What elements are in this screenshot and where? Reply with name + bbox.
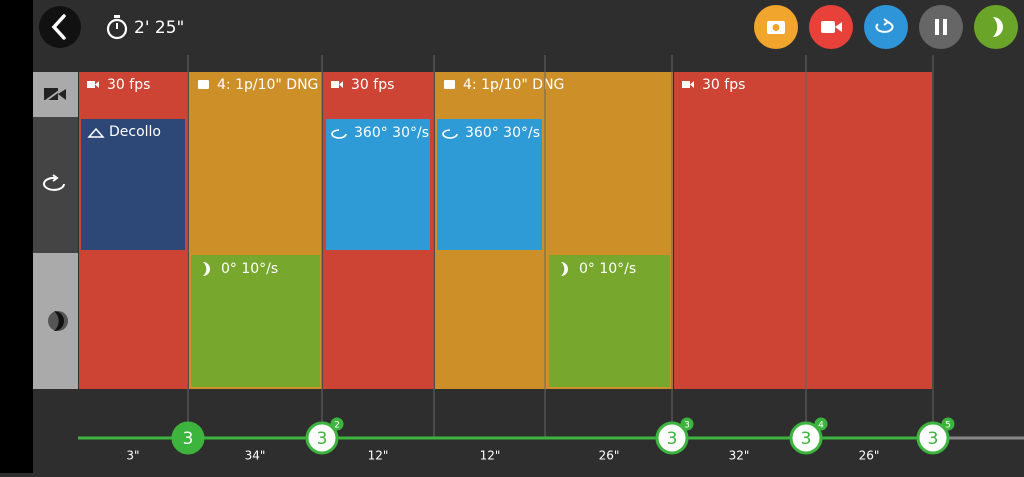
track-block: [674, 72, 932, 389]
node-badge: [814, 417, 828, 431]
node-badge: [941, 417, 955, 431]
duration-label: 12": [368, 449, 389, 463]
pan-box: [437, 119, 542, 250]
takeoff-box: [81, 119, 185, 250]
pan-label: 360° 30°/s: [465, 125, 540, 141]
video-icon: [331, 81, 339, 88]
timer-text: 2' 25": [134, 18, 184, 38]
node-circle: [789, 421, 823, 455]
node-badge-label: 4: [818, 421, 824, 431]
node-label: 3: [667, 429, 678, 449]
node-badge-label: 3: [684, 421, 690, 431]
video-icon: [95, 81, 99, 88]
keyframe-node[interactable]: 34: [789, 417, 828, 455]
node-badge-label: 2: [334, 421, 340, 431]
video-button[interactable]: [809, 5, 853, 49]
duration-label: 12": [480, 449, 501, 463]
track-label: 30 fps: [351, 77, 394, 93]
track-label: 4: 1p/10" DNG: [217, 77, 318, 93]
node-circle: [655, 421, 689, 455]
node-badge: [680, 417, 694, 431]
track-label: 4: 1p/10" DNG: [463, 77, 564, 93]
keyframe-node[interactable]: 3: [171, 421, 205, 455]
pan-row-icon: [43, 174, 65, 191]
duration-label: 26": [599, 449, 620, 463]
pan-icon: [331, 129, 347, 139]
photo-button[interactable]: [754, 5, 798, 49]
tilt-box: [191, 255, 320, 387]
photo-icon: [444, 80, 455, 89]
tilt-button[interactable]: [974, 5, 1018, 49]
node-label: 3: [928, 429, 939, 449]
tilt-box: [549, 255, 670, 387]
timer-icon: [106, 15, 128, 40]
node-label: 3: [317, 429, 328, 449]
tilt-label: 0° 10°/s: [579, 261, 636, 277]
takeoff-label: Decollo: [109, 124, 161, 140]
tracks: 30 fps 4: 1p/10" DNG 0° 10°/s 30 fps 360° 30…: [79, 72, 932, 389]
track-label: 30 fps: [702, 77, 745, 93]
node-label: 3: [801, 429, 812, 449]
tilt-label: 0° 10°/s: [221, 261, 278, 277]
pan-button[interactable]: [864, 5, 908, 49]
row-header-pan: [33, 117, 78, 253]
video-icon: [339, 81, 343, 88]
node-circle: [305, 421, 339, 455]
pause-button[interactable]: [919, 5, 963, 49]
node-badge-label: 5: [945, 421, 951, 431]
node-badge: [330, 417, 344, 431]
keyframe-node[interactable]: 32: [305, 417, 344, 455]
keyframe-node[interactable]: 33: [655, 417, 694, 455]
tilt-row-icon: [48, 311, 68, 331]
node-circle: [171, 421, 205, 455]
duration-label: 26": [859, 449, 880, 463]
keyframe-node[interactable]: 35: [916, 417, 955, 455]
pan-label: 360° 30°/s: [354, 125, 429, 141]
node-circle: [916, 421, 950, 455]
takeoff-icon: [87, 127, 105, 138]
pan-box: [326, 119, 430, 250]
video-icon: [690, 81, 694, 88]
track-label: 30 fps: [107, 77, 150, 93]
tilt-icon: [561, 262, 568, 276]
photo-icon: [198, 80, 209, 89]
duration-label: 32": [729, 449, 750, 463]
left-strip: [0, 0, 33, 473]
video-icon: [87, 81, 95, 88]
video-icon: [682, 81, 690, 88]
back-button[interactable]: [39, 6, 81, 48]
pan-icon: [442, 129, 458, 139]
duration-label: 34": [245, 449, 266, 463]
tilt-icon: [203, 262, 210, 276]
camera-row-icon: [43, 85, 67, 103]
duration-label: 3": [126, 449, 139, 463]
node-label: 3: [183, 429, 194, 449]
